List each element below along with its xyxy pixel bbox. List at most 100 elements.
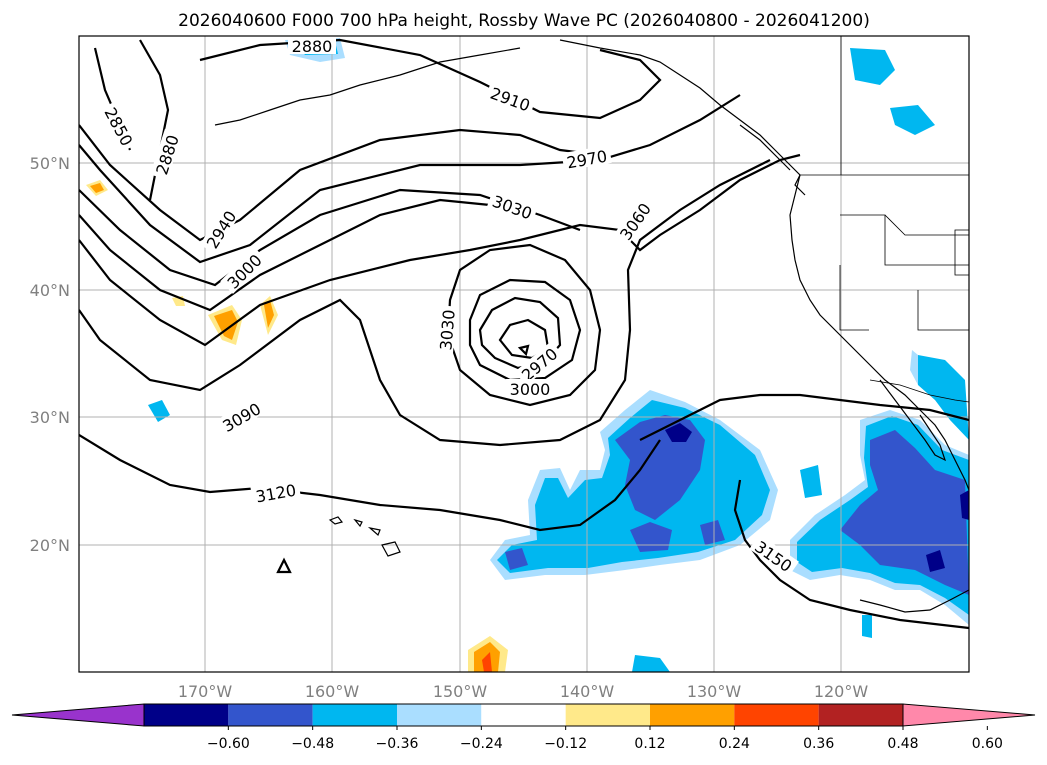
contour-label-bg (487, 189, 539, 223)
contour-label-bg (100, 100, 139, 152)
contour-3150 (639, 393, 969, 441)
anomaly-spot-s2 (800, 465, 822, 498)
colorbar-tick-label: 0.48 (887, 736, 918, 752)
longitude-labels: 170°W 160°W 150°W 140°W 130°W 120°W (178, 682, 869, 701)
contour-label-bg (288, 36, 336, 54)
contour-label-bg (749, 534, 799, 577)
positive-spot-4-core (264, 300, 274, 328)
colorbar-tick-label: −0.36 (376, 736, 419, 752)
contour-label-bg (215, 396, 267, 437)
contour-label-bg (514, 341, 563, 386)
anomaly-region-baja-light (910, 350, 918, 385)
state-border-2 (839, 265, 869, 331)
map-frame (78, 35, 970, 673)
colorbar-extend-low (11, 703, 145, 727)
lat-label: 50°N (30, 154, 70, 173)
colorbar: −0.60 −0.48 −0.36 −0.24 −0.12 0.12 0.24 0.36 0.4… (11, 703, 1036, 752)
borders (800, 36, 969, 403)
contour-3090 (79, 159, 771, 447)
contour-low-center (517, 344, 530, 357)
contour-island (276, 557, 292, 574)
colorbar-extend-high (902, 703, 1036, 727)
negative-anomaly-shading (148, 38, 969, 672)
colorbar-tick-label: 0.24 (719, 736, 750, 752)
contour-3030-north (79, 198, 491, 312)
contour-label-bg (485, 81, 537, 115)
colorbar-segment (228, 704, 313, 726)
anomaly-spot-ne (850, 48, 895, 85)
bc-islands (739, 124, 791, 171)
hawaii-2 (353, 518, 363, 528)
lon-label: 170°W (178, 682, 233, 701)
positive-anomaly-shading (86, 180, 508, 672)
anomaly-spot-s3 (862, 615, 872, 638)
contour-low-3000 (478, 296, 562, 370)
aleutian-chain (214, 47, 521, 126)
latitude-labels: 50°N 40°N 30°N 20°N (30, 154, 70, 555)
colorbar-segment (481, 704, 566, 726)
colorbar-segment (565, 704, 650, 726)
state-border-3 (917, 290, 969, 331)
lon-label: 150°W (433, 682, 488, 701)
contour-low-2970 (498, 318, 550, 360)
contour-label-bg (150, 128, 183, 180)
hawaii-4 (381, 541, 401, 557)
contour-label-bg (561, 144, 612, 172)
contour-label-bg (220, 247, 267, 294)
contour-low-3030 (468, 278, 582, 382)
contour-label-bg (613, 196, 656, 246)
colorbar-segment (397, 704, 482, 726)
anomaly-region-central-core (665, 423, 692, 442)
map-content: 2850288028802910294029702970300030003030… (79, 36, 969, 672)
lat-label: 30°N (30, 408, 70, 427)
colorbar-segment (818, 704, 903, 726)
lon-label: 130°W (687, 682, 742, 701)
contour-label: 2880 (292, 37, 333, 56)
mexico-coast (859, 589, 969, 613)
contour-label-bg (506, 379, 554, 397)
height-contours (79, 38, 969, 630)
contour-label: 3000 (510, 380, 551, 399)
colorbar-frame (143, 703, 904, 727)
colorbar-tick-label: −0.60 (207, 736, 250, 752)
hawaii-3 (367, 526, 381, 537)
contour-3120 (79, 434, 661, 532)
colorbar-tick-label: 0.60 (972, 736, 1003, 752)
contour-low-outer (446, 243, 602, 407)
map-title: 2026040600 F000 700 hPa height, Rossby W… (178, 11, 870, 31)
contour-3060 (79, 153, 801, 347)
colorbar-tick-label: 0.12 (634, 736, 665, 752)
colorbar-segment (734, 704, 819, 726)
anomaly-spot-s (632, 655, 670, 672)
hawaii-1 (328, 516, 344, 525)
colorbar-tick-label: −0.12 (544, 736, 587, 752)
anomaly-region-east-core2 (960, 490, 969, 520)
colorbar-tick-label: −0.48 (291, 736, 334, 752)
state-border-5 (954, 229, 969, 276)
contour-label: 3030 (436, 309, 458, 351)
lon-label: 120°W (814, 682, 869, 701)
na-west-coast (789, 174, 969, 491)
contour-label-bg (250, 478, 301, 506)
lat-label: 40°N (30, 281, 70, 300)
colorbar-segment (312, 704, 397, 726)
contour-label-bg (199, 203, 241, 255)
positive-spot-5-red (482, 652, 492, 672)
alaska-coast (559, 39, 806, 196)
state-border-4 (884, 214, 969, 236)
contour-2940 (79, 124, 601, 242)
positive-spot-3-core (214, 310, 238, 340)
lon-label: 160°W (305, 682, 360, 701)
colorbar-tick-label: 0.36 (803, 736, 834, 752)
lon-label: 140°W (560, 682, 615, 701)
anomaly-region-central-dark4 (700, 520, 725, 545)
colorbar-tick-label: −0.24 (460, 736, 503, 752)
lat-label: 20°N (30, 536, 70, 555)
positive-spot-1-core (90, 183, 104, 193)
colorbar-segment (650, 704, 735, 726)
contour-label-bg (434, 305, 458, 355)
colorbar-segment (144, 704, 229, 726)
contour-2970 (79, 94, 741, 264)
anomaly-region-east-core (926, 550, 945, 572)
